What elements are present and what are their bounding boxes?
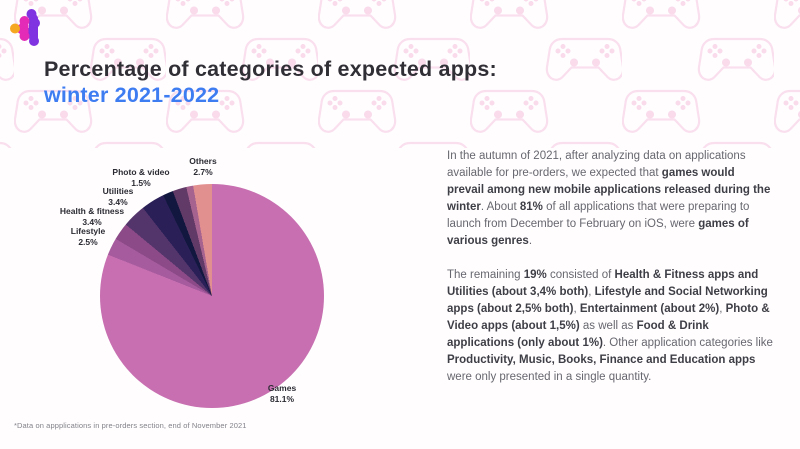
pie-label-games: Games 81.1% (267, 383, 297, 404)
pie-label-health-fitness: Health & fitness 3.4% (59, 206, 125, 227)
pie-label-others: Others 2.7% (189, 156, 217, 177)
paragraph-2: The remaining 19% consisted of Health & … (447, 269, 773, 383)
title-line-2: winter 2021-2022 (44, 83, 220, 107)
dots-logo (10, 9, 40, 46)
pie-label-photo-video: Photo & video 1.5% (112, 167, 170, 188)
pie-chart (100, 184, 324, 408)
description-text: In the autumn of 2021, after analyzing d… (447, 148, 774, 386)
footnote: *Data on appplications in pre-orders sec… (14, 421, 247, 430)
paragraph-1: In the autumn of 2021, after analyzing d… (447, 150, 771, 247)
orange-dot (10, 23, 20, 34)
page-title: Percentage of categories of expected app… (44, 56, 497, 108)
pie-label-utilities: Utilities 3.4% (102, 186, 134, 207)
pie-label-lifestyle: Lifestyle 2.5% (70, 226, 106, 247)
title-line-1: Percentage of categories of expected app… (44, 57, 497, 81)
